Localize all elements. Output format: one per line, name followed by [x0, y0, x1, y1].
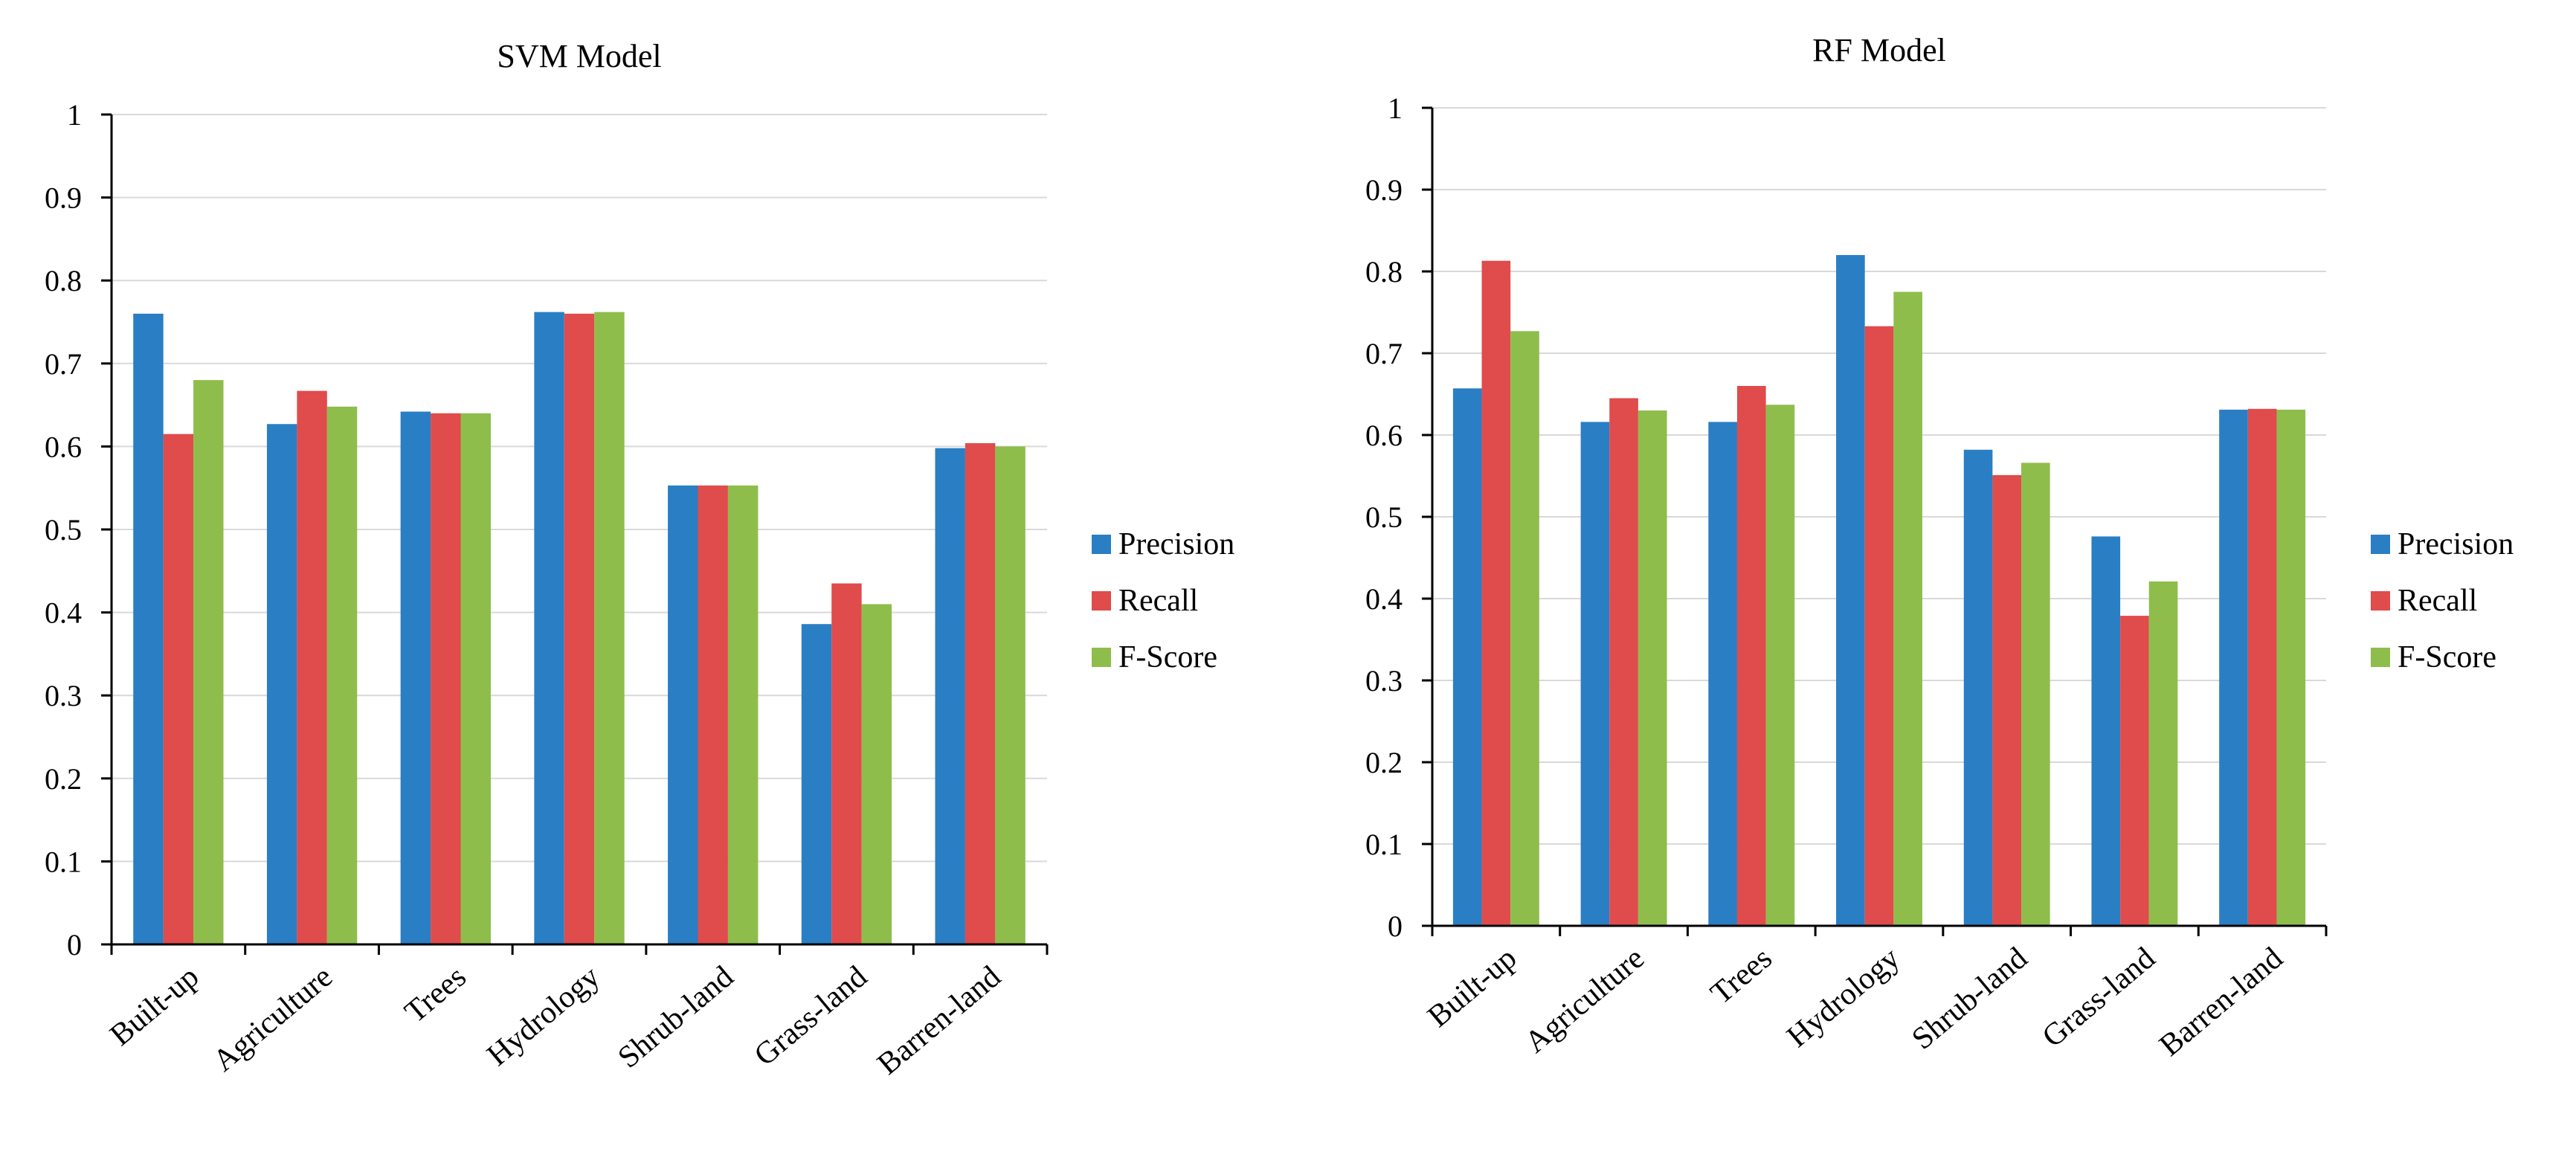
rf-x-tick-label: Shrub-land	[1906, 941, 2035, 1056]
svm-x-tick-label: Agriculture	[207, 959, 339, 1078]
svm-chart-svg: SVM Model 0 0.1 0.2 0.3 0.4 0.5 0.6 0.7 0.8 0.9 1 Bu…	[45, 38, 1234, 1082]
rf-bar-fscore	[2148, 581, 2178, 926]
rf-bar-precision	[1963, 449, 1993, 926]
rf-bar-fscore	[2276, 409, 2306, 926]
svm-bar-recall	[431, 413, 461, 944]
rf-bar-precision	[2091, 536, 2121, 926]
svm-x-tick-label: Built-up	[103, 959, 205, 1052]
svm-bar-fscore	[326, 406, 358, 944]
rf-y-tick-label: 0.9	[1365, 173, 1403, 207]
svm-bar-recall	[297, 390, 327, 944]
rf-x-tick-label: Built-up	[1421, 941, 1523, 1034]
rf-chart: RF Model 0 0.1 0.2 0.3 0.4 0.5 0.6 0.7 0.8 0.9 1 Bui…	[1288, 0, 2576, 1166]
rf-legend-label-recall: Recall	[2398, 584, 2477, 618]
svm-x-tick-label: Shrub-land	[612, 959, 741, 1075]
svm-x-tick-label: Hydrology	[480, 959, 606, 1072]
svm-bar-recall	[163, 434, 194, 944]
svm-legend-label-recall: Recall	[1118, 584, 1198, 618]
svm-chart-title: SVM Model	[497, 38, 661, 74]
rf-y-tick-label: 0.2	[1365, 746, 1403, 779]
rf-y-tick-label: 0.1	[1365, 828, 1403, 861]
rf-bar-fscore	[2021, 463, 2050, 926]
svm-y-tick-label: 0.1	[45, 845, 82, 878]
rf-bar-recall	[1609, 398, 1638, 926]
rf-legend-label-fscore: F-Score	[2398, 640, 2496, 674]
svm-y-tick-label: 0.7	[45, 347, 82, 381]
svm-x-tick-label: Trees	[399, 959, 473, 1029]
svm-bar-precision	[133, 313, 164, 945]
rf-x-tick-label: Grass-land	[2036, 941, 2162, 1054]
svm-y-tick-label: 0.2	[45, 762, 82, 796]
svm-bar-precision	[534, 312, 564, 944]
svm-x-tick-label: Grass-land	[748, 959, 874, 1072]
svm-bar-precision	[935, 448, 965, 944]
svm-bar-precision	[400, 411, 431, 944]
svm-x-tick-label: Barren-land	[871, 959, 1007, 1081]
rf-y-tick-label: 0.6	[1365, 419, 1403, 452]
rf-bar-recall	[2247, 408, 2277, 926]
svm-bar-fscore	[193, 380, 224, 944]
rf-y-tick-label: 0.4	[1365, 582, 1403, 616]
rf-legend-swatch-recall	[2371, 591, 2390, 611]
svm-bar-precision	[801, 624, 832, 944]
rf-bar-recall	[1992, 474, 2022, 926]
svm-legend-label-fscore: F-Score	[1118, 640, 1217, 674]
svm-bar-recall	[965, 442, 996, 944]
svm-y-tick-label: 0	[67, 928, 82, 962]
svm-bar-fscore	[727, 485, 759, 944]
svm-y-tick-label: 0.4	[45, 596, 82, 630]
rf-x-tick-label: Trees	[1704, 941, 1779, 1011]
svm-chart: SVM Model 0 0.1 0.2 0.3 0.4 0.5 0.6 0.7 0.8 0.9 1 Bu…	[45, 38, 1234, 1082]
svm-y-tick-label: 1	[67, 98, 82, 132]
rf-bar-recall	[1736, 386, 1766, 926]
rf-x-tick-label: Barren-land	[2153, 941, 2289, 1063]
svm-bar-fscore	[460, 413, 491, 944]
rf-chart-svg: RF Model 0 0.1 0.2 0.3 0.4 0.5 0.6 0.7 0.8 0.9 1 Bui…	[1365, 32, 2514, 1063]
svm-bar-recall	[831, 583, 862, 944]
rf-bar-fscore	[1638, 410, 1667, 926]
rf-bar-precision	[2219, 409, 2248, 926]
svm-legend-swatch-recall	[1092, 591, 1111, 611]
rf-y-tick-label: 0	[1388, 909, 1403, 943]
svm-legend-swatch-precision	[1092, 535, 1111, 554]
rf-bar-recall	[1481, 260, 1511, 926]
svm-bar-recall	[564, 313, 595, 945]
rf-legend-label-precision: Precision	[2398, 527, 2514, 561]
svm-y-tick-label: 0.3	[45, 679, 82, 712]
rf-bar-precision	[1708, 422, 1737, 926]
rf-y-tick-label: 0.7	[1365, 337, 1403, 370]
svm-legend-swatch-fscore	[1092, 648, 1111, 667]
rf-x-tick-label: Agriculture	[1519, 941, 1651, 1060]
rf-bar-fscore	[1510, 331, 1539, 926]
svm-y-tick-label: 0.5	[45, 513, 82, 547]
svm-bar-fscore	[861, 604, 892, 944]
rf-bar-recall	[2120, 616, 2149, 926]
rf-y-tick-label: 0.3	[1365, 664, 1403, 698]
rf-y-tick-label: 0.8	[1365, 255, 1403, 289]
rf-bar-precision	[1836, 255, 1865, 926]
svm-y-tick-label: 0.6	[45, 430, 82, 463]
rf-chart-title: RF Model	[1812, 32, 1946, 68]
svm-bar-fscore	[594, 312, 625, 944]
rf-legend-swatch-fscore	[2371, 648, 2390, 667]
svm-bar-recall	[698, 485, 728, 944]
rf-bar-precision	[1452, 388, 1482, 926]
rf-bar-fscore	[1893, 292, 1922, 926]
svm-bar-fscore	[995, 446, 1025, 944]
rf-x-tick-label: Hydrology	[1780, 941, 1906, 1054]
svm-legend-label-precision: Precision	[1118, 527, 1234, 561]
rf-bar-precision	[1580, 422, 1610, 926]
rf-y-tick-label: 0.5	[1365, 500, 1403, 534]
svm-y-tick-label: 0.9	[45, 181, 82, 215]
rf-bar-fscore	[1765, 405, 1795, 926]
svm-y-tick-label: 0.8	[45, 264, 82, 297]
rf-bar-recall	[1864, 326, 1894, 926]
svm-bar-precision	[266, 424, 297, 944]
svm-bar-precision	[668, 485, 698, 944]
rf-legend-swatch-precision	[2371, 535, 2390, 554]
rf-y-tick-label: 1	[1388, 91, 1403, 125]
